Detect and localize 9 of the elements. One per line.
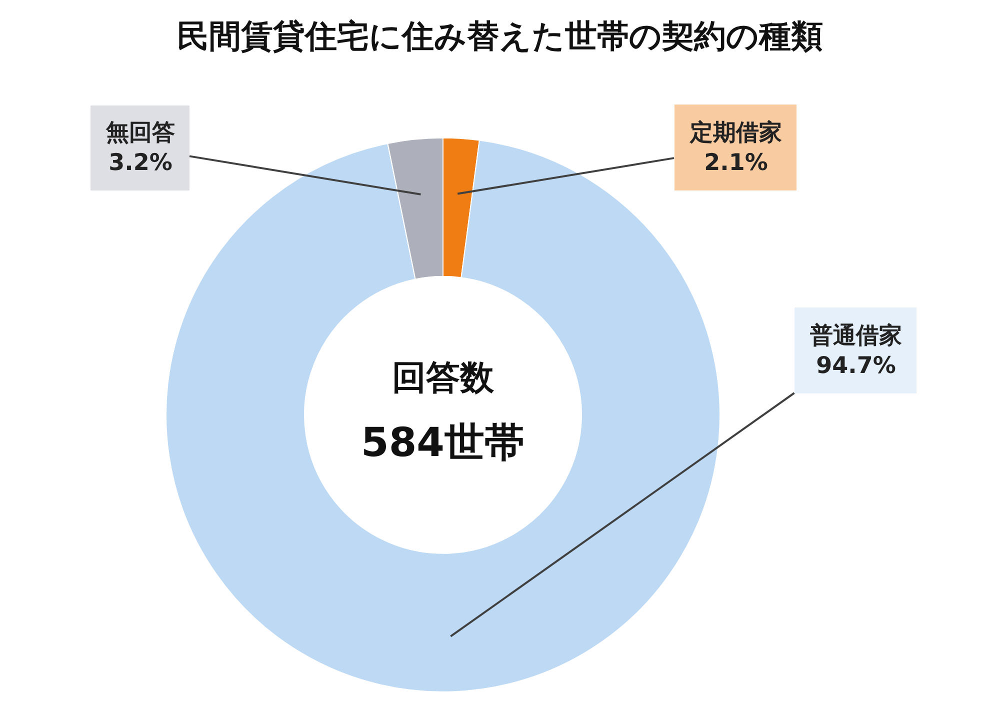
slice-label: 無回答 [105,120,175,146]
slice-label: 普通借家 [809,322,902,349]
data-label: 2.1% [704,150,768,176]
text: 584世帯 [361,420,524,466]
data-label: 94.7% [816,352,896,379]
chart-title: 民間賃貸住宅に住み替えた世帯の契約の種類 [177,17,823,56]
data-label: 3.2% [108,150,172,176]
slice-label: 定期借家 [689,119,782,146]
text: 回答数 [392,358,495,398]
